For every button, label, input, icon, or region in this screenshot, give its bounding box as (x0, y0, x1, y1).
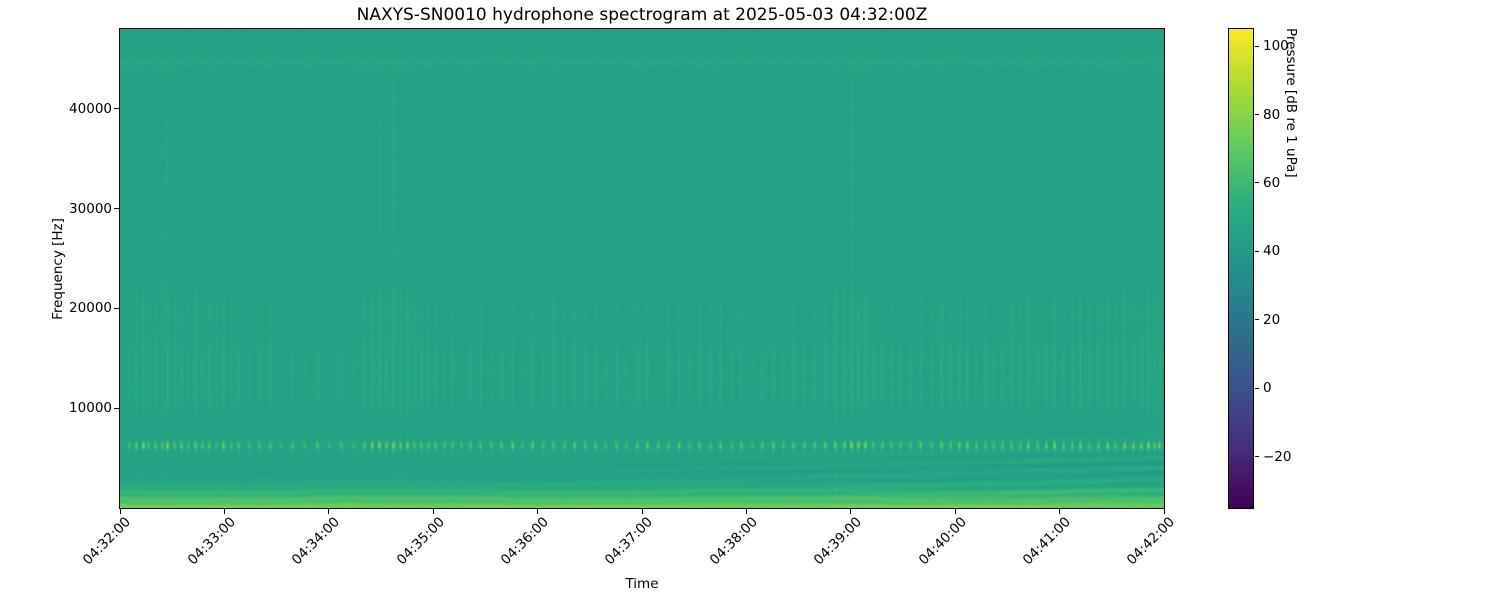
x-tick-mark (1059, 509, 1061, 514)
x-axis-label: Time (625, 576, 659, 592)
x-tick-mark (223, 509, 225, 514)
x-tick-label: 04:40:00 (915, 514, 970, 569)
colorbar-tick-label: 100 (1263, 38, 1289, 55)
x-tick-label: 04:41:00 (1019, 514, 1074, 569)
x-tick-mark (119, 509, 121, 514)
x-tick-label: 04:32:00 (80, 514, 135, 569)
colorbar (1228, 28, 1254, 509)
x-tick-label: 04:39:00 (810, 514, 866, 569)
x-tick-label: 04:34:00 (288, 514, 344, 569)
x-tick-label: 04:33:00 (184, 514, 239, 569)
y-tick-label: 30000 (69, 200, 112, 217)
y-tick-mark (114, 407, 119, 409)
colorbar-tick-mark (1255, 387, 1259, 389)
x-tick-mark (641, 509, 643, 514)
x-tick-mark (954, 509, 956, 514)
x-tick-mark (328, 509, 330, 514)
x-tick-label: 04:36:00 (497, 514, 552, 569)
colorbar-tick-label: 40 (1263, 243, 1281, 260)
colorbar-label: Pressure [dB re 1 uPa] (1283, 28, 1299, 178)
colorbar-tick-label: 80 (1263, 106, 1281, 123)
x-tick-mark (745, 509, 747, 514)
y-axis-label: Frequency [Hz] (50, 218, 66, 320)
colorbar-tick-mark (1255, 45, 1259, 47)
colorbar-tick-label: 20 (1263, 311, 1281, 328)
colorbar-tick-mark (1255, 456, 1259, 458)
y-tick-mark (114, 108, 119, 110)
y-tick-mark (114, 307, 119, 309)
colorbar-tick-mark (1255, 250, 1259, 252)
y-tick-label: 10000 (69, 400, 112, 417)
colorbar-tick-label: 60 (1263, 174, 1281, 191)
colorbar-tick-mark (1255, 319, 1259, 321)
x-tick-mark (537, 509, 539, 514)
x-tick-label: 04:35:00 (393, 514, 448, 569)
colorbar-tick-label: 0 (1263, 380, 1272, 397)
y-tick-label: 40000 (69, 100, 112, 117)
colorbar-tick-mark (1255, 114, 1259, 116)
x-tick-label: 04:42:00 (1124, 514, 1179, 569)
spectrogram-canvas (120, 29, 1164, 508)
colorbar-tick-label: −20 (1263, 448, 1292, 465)
plot-area (119, 28, 1165, 509)
colorbar-gradient (1229, 29, 1253, 508)
y-tick-mark (114, 208, 119, 210)
x-tick-label: 04:37:00 (602, 514, 657, 569)
x-tick-mark (1163, 509, 1165, 514)
x-tick-mark (432, 509, 434, 514)
figure-title: NAXYS-SN0010 hydrophone spectrogram at 2… (356, 5, 928, 25)
colorbar-tick-mark (1255, 182, 1259, 184)
x-tick-mark (850, 509, 852, 514)
x-tick-label: 04:38:00 (706, 514, 761, 569)
y-tick-label: 20000 (69, 300, 112, 317)
